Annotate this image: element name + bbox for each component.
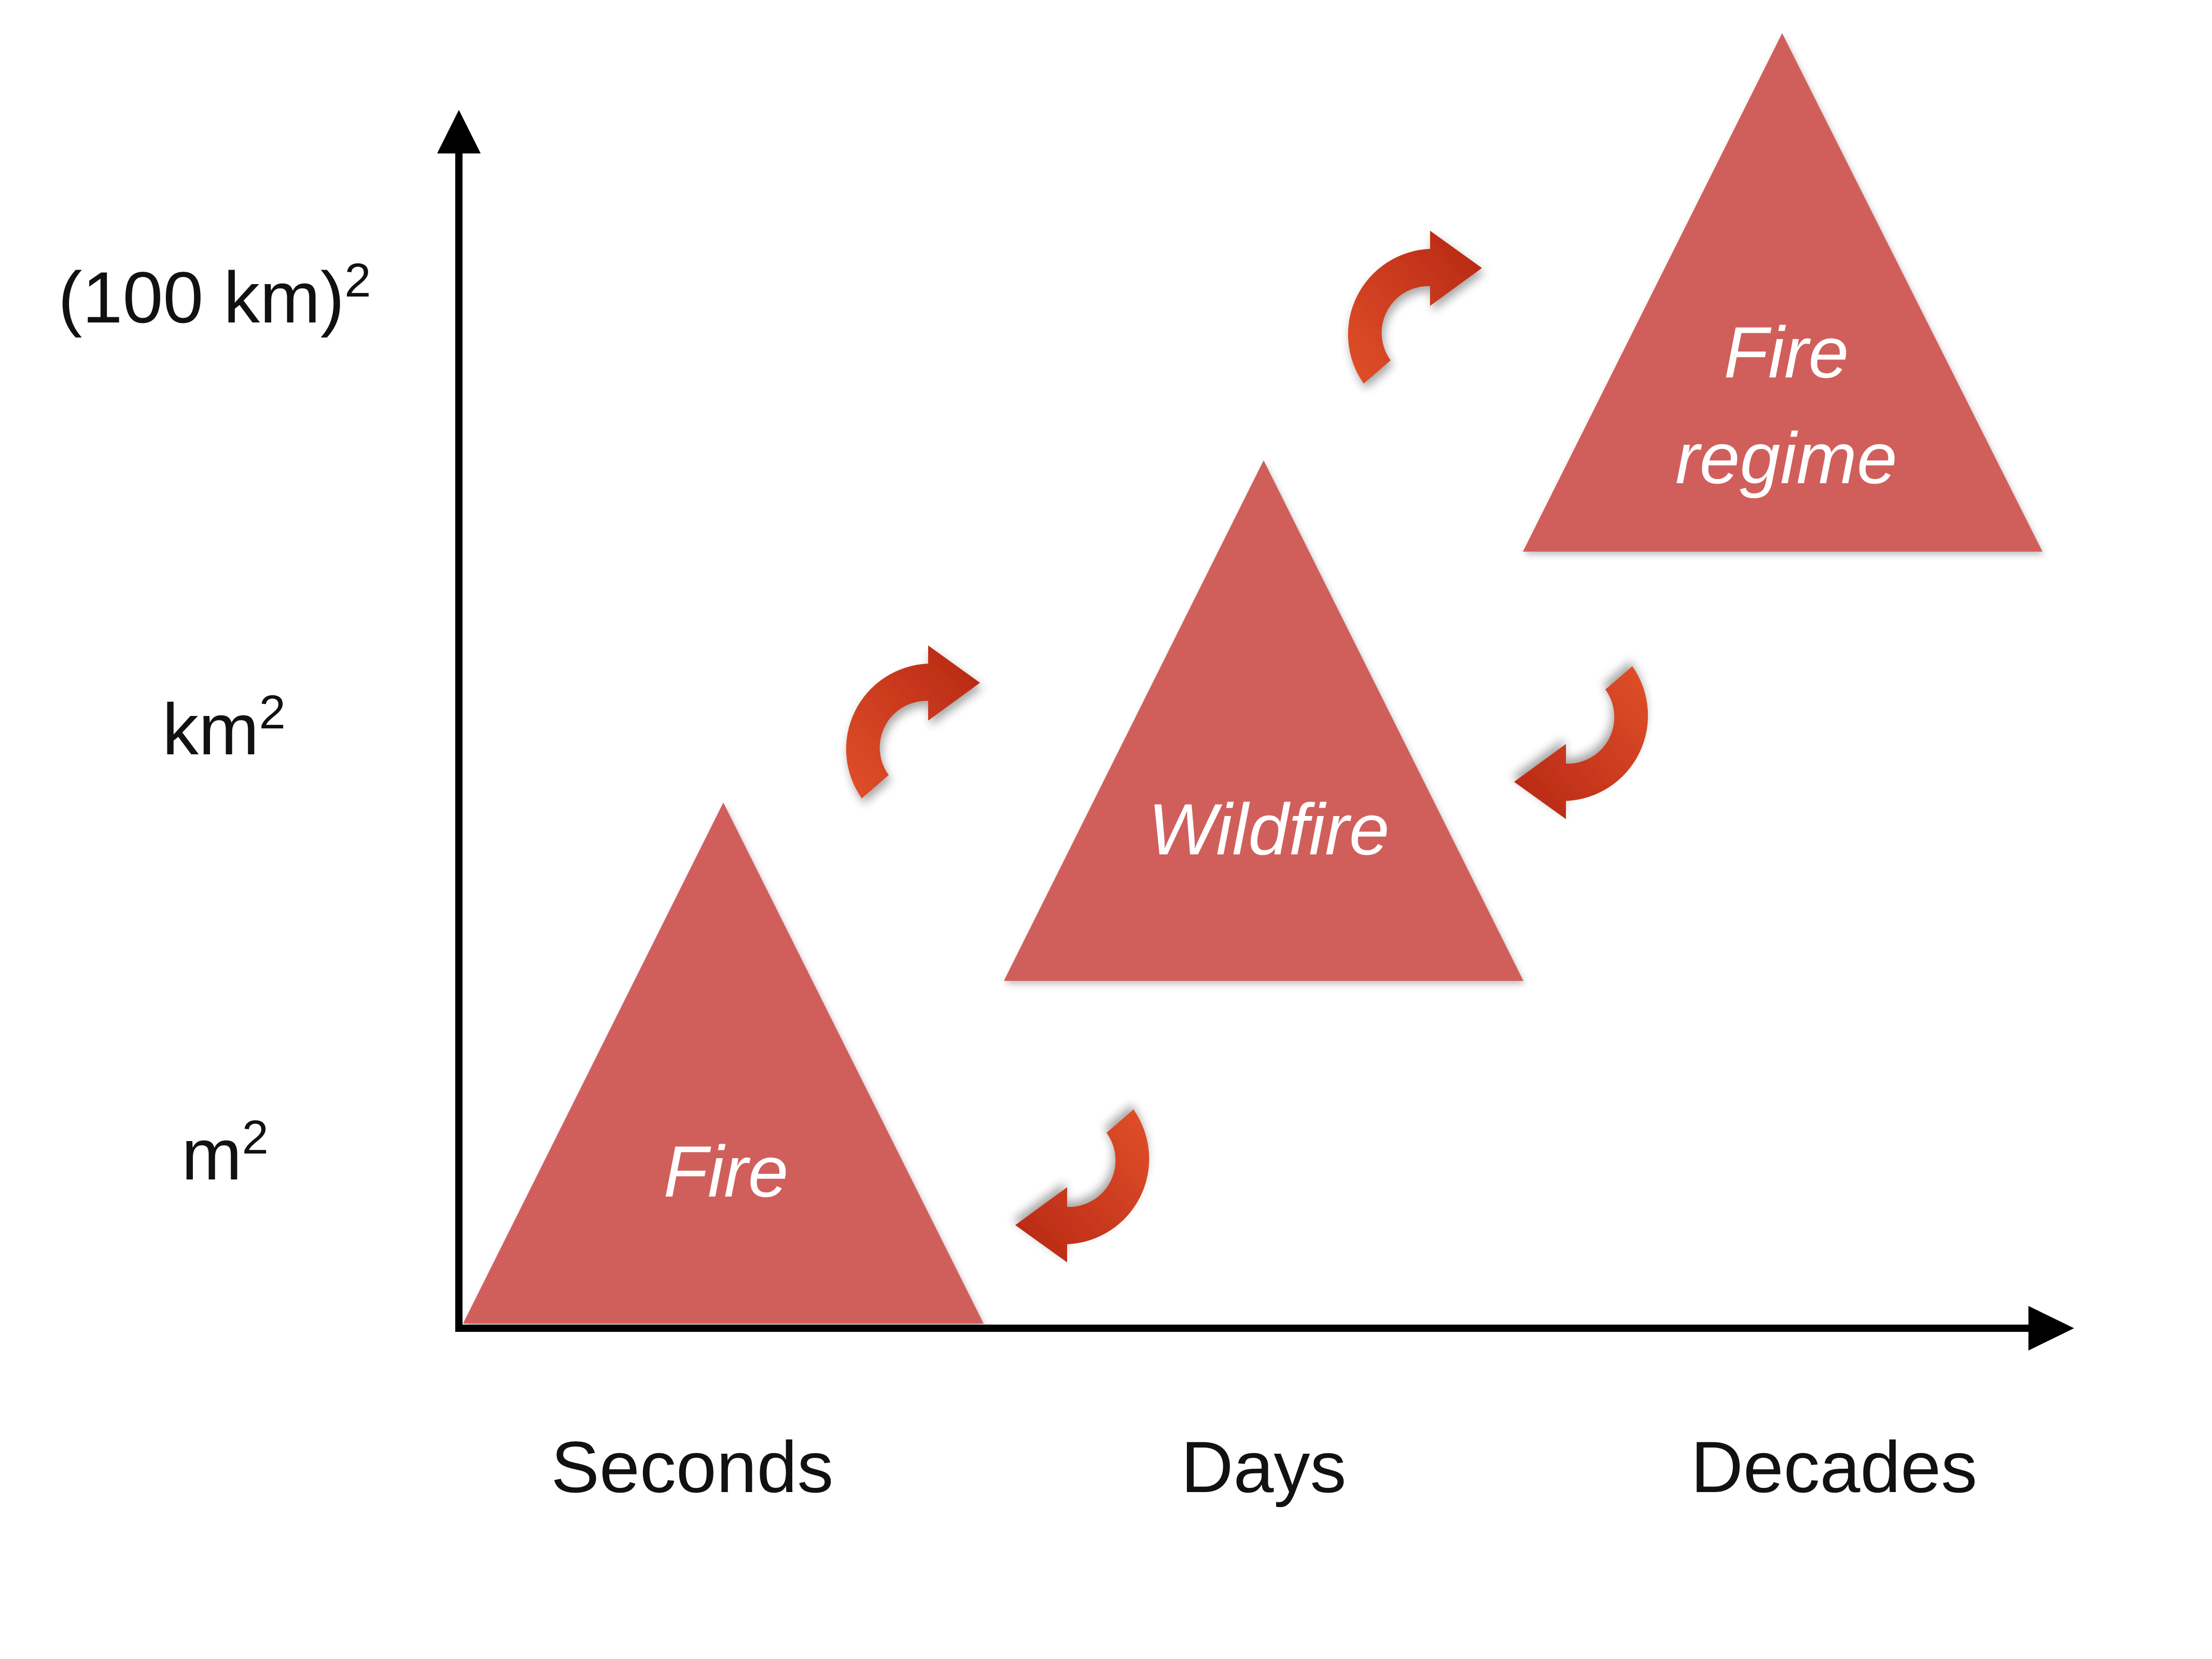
curved-arrow-up-right-icon (1348, 231, 1482, 384)
curved-arrow-up-right-icon (846, 645, 980, 798)
node-label-fire-regime-line1: Fire (1724, 312, 1849, 393)
triangle-fire-regime (1523, 33, 2042, 552)
triangle-wildfire (1004, 460, 1523, 981)
node-label-fire-regime-line2: regime (1675, 417, 1897, 499)
arrows (846, 231, 1648, 1262)
triangles (463, 33, 2042, 1324)
triangle-fire (463, 803, 984, 1324)
curved-arrow-down-left-icon (1015, 1109, 1150, 1262)
x-axis-arrowhead (2028, 1306, 2074, 1351)
x-label-decades: Decades (1691, 1426, 1978, 1508)
y-axis-labels: (100 km)2 km2 m2 (58, 254, 371, 1195)
x-axis-labels: Seconds Days Decades (551, 1426, 1978, 1508)
node-label-wildfire: Wildfire (1148, 789, 1389, 870)
node-label-fire: Fire (663, 1131, 788, 1212)
y-axis-arrowhead (437, 110, 481, 153)
y-label-km2: km2 (162, 686, 286, 770)
axes (437, 110, 2074, 1351)
y-label-m2: m2 (181, 1111, 269, 1195)
curved-arrow-down-left-icon (1514, 666, 1648, 819)
y-label-100km2: (100 km)2 (58, 254, 371, 338)
x-label-seconds: Seconds (551, 1426, 834, 1508)
x-label-days: Days (1181, 1426, 1347, 1508)
node-labels: Fire Wildfire Fire regime (663, 312, 1897, 1212)
